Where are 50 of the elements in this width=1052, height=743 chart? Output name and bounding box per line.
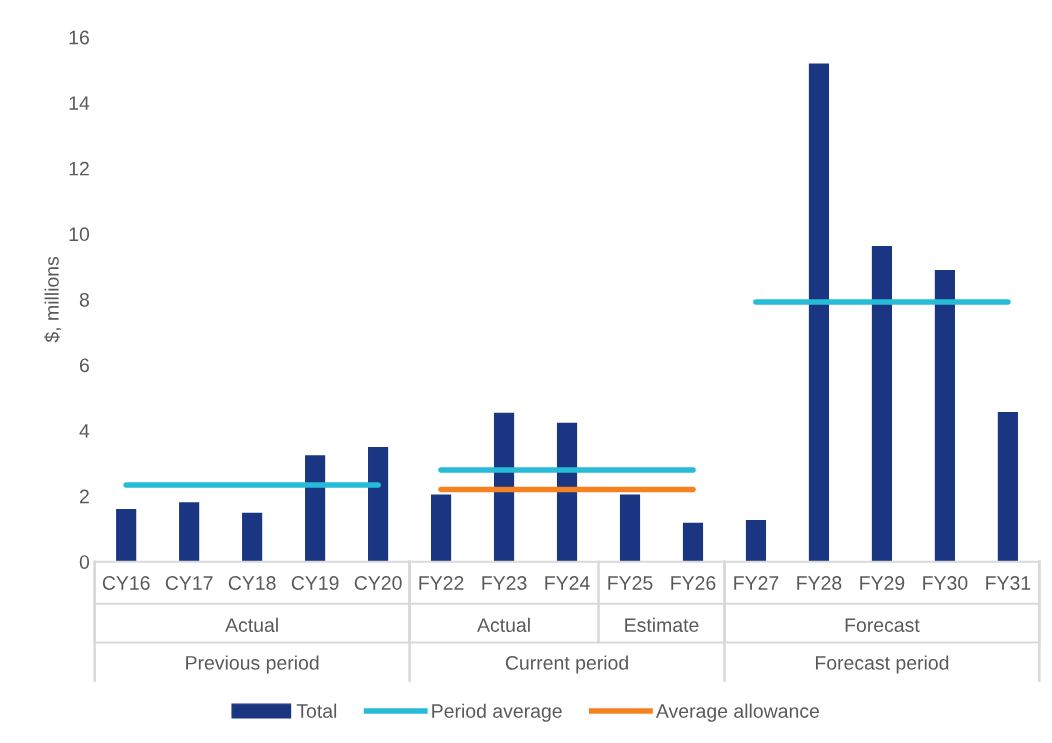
x-tick-label: CY20 <box>354 576 402 590</box>
y-tick-label: 10 <box>69 227 90 242</box>
x-tick-label: FY29 <box>860 576 905 590</box>
legend-label: Period average <box>432 703 562 722</box>
y-tick-label: 14 <box>69 96 90 110</box>
y-tick-label: 4 <box>79 424 90 438</box>
y-tick-label: 6 <box>79 358 89 373</box>
y-tick-label: 16 <box>69 30 89 45</box>
y-tick-label: 8 <box>79 292 89 307</box>
bar <box>997 411 1018 562</box>
x-tick-label: FY30 <box>923 576 968 590</box>
x-tick-label: FY28 <box>797 576 842 590</box>
text: Actual <box>477 617 530 632</box>
x-tick-label: FY22 <box>419 576 464 590</box>
text: Current period <box>505 655 628 674</box>
y-tick-label: 2 <box>79 489 89 504</box>
text: Estimate <box>625 617 699 632</box>
x-tick-label: FY24 <box>545 576 590 590</box>
bar <box>619 494 641 562</box>
y-tick-label: 0 <box>79 555 90 569</box>
bar <box>682 522 704 562</box>
bar <box>556 422 578 562</box>
legend-label: Total <box>296 703 337 718</box>
legend-label: Average allowance <box>655 703 819 722</box>
text: Previous period <box>186 655 319 674</box>
bar <box>871 245 892 562</box>
x-tick-label: CY16 <box>102 576 150 590</box>
bar <box>242 512 263 562</box>
x-tick-label: CY18 <box>228 576 276 590</box>
bar <box>808 63 830 562</box>
bar <box>305 455 326 562</box>
x-tick-label: FY25 <box>608 576 653 590</box>
bar <box>745 520 767 562</box>
x-tick-label: FY23 <box>482 576 527 590</box>
bar <box>179 502 200 562</box>
text: Forecast period <box>815 655 949 674</box>
bar <box>116 508 137 562</box>
x-tick-label: FY27 <box>734 576 779 590</box>
text: Actual <box>225 617 278 632</box>
bar <box>368 446 389 562</box>
x-tick-label: CY19 <box>291 576 339 590</box>
y-axis-title: $, millions <box>44 256 62 343</box>
y-tick-label: 12 <box>69 161 89 176</box>
x-tick-label: FY31 <box>986 576 1031 590</box>
bar <box>934 269 955 562</box>
text: Forecast <box>845 618 920 632</box>
bar <box>493 412 515 562</box>
bar <box>430 494 452 562</box>
x-tick-label: FY26 <box>671 576 716 590</box>
x-tick-label: CY17 <box>165 576 213 590</box>
